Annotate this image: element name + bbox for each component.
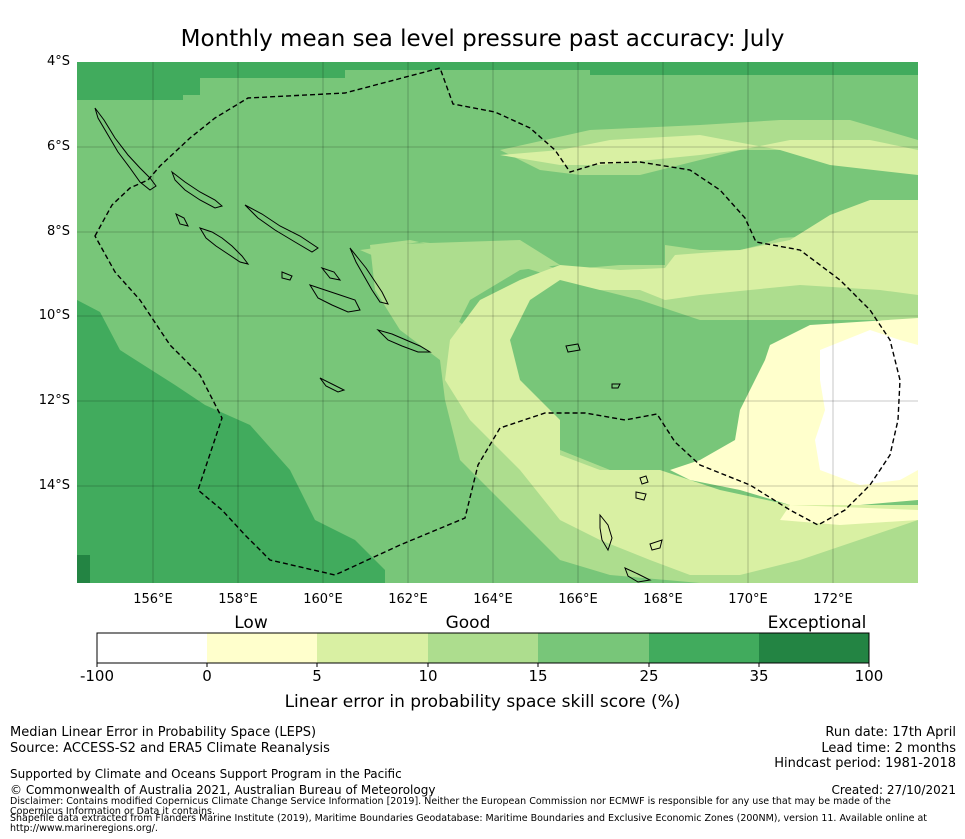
category-label-exceptional: Exceptional bbox=[767, 613, 867, 633]
category-label-good: Good bbox=[445, 613, 491, 633]
lon-label: 168°E bbox=[643, 592, 683, 607]
map-title: Monthly mean sea level pressure past acc… bbox=[180, 26, 785, 52]
lat-label: 4°S bbox=[46, 54, 70, 69]
colorbar-title: Linear error in probability space skill … bbox=[284, 692, 681, 712]
colorbar bbox=[96, 632, 870, 667]
colorbar-bin bbox=[207, 633, 317, 663]
colorbar-bin bbox=[538, 633, 649, 663]
colorbar-tick: 35 bbox=[749, 667, 769, 685]
lon-label: 172°E bbox=[813, 592, 853, 607]
coastlines bbox=[94, 107, 663, 583]
lat-label: 12°S bbox=[38, 393, 70, 408]
created-date: Created: 27/10/2021 bbox=[831, 783, 956, 797]
lat-label: 10°S bbox=[38, 308, 70, 323]
lat-label: 14°S bbox=[38, 478, 70, 493]
lat-label: 8°S bbox=[46, 224, 70, 239]
lon-label: 158°E bbox=[218, 592, 258, 607]
colorbar-tick: -100 bbox=[79, 667, 115, 685]
lon-label: 156°E bbox=[133, 592, 173, 607]
colorbar-tick: 25 bbox=[639, 667, 659, 685]
colorbar-bin bbox=[428, 633, 538, 663]
hindcast-period: Hindcast period: 1981-2018 bbox=[774, 756, 956, 771]
colorbar-tick: 100 bbox=[854, 667, 884, 685]
colorbar-bin bbox=[317, 633, 428, 663]
footer-method: Median Linear Error in Probability Space… bbox=[10, 725, 317, 740]
support-note: Supported by Climate and Oceans Support … bbox=[10, 767, 402, 781]
footer-source: Source: ACCESS-S2 and ERA5 Climate Reana… bbox=[10, 741, 330, 756]
colorbar-tick: 0 bbox=[202, 667, 212, 685]
disclaimer: Disclaimer: Contains modified Copernicus… bbox=[10, 796, 891, 817]
graticule bbox=[77, 62, 918, 583]
lat-label: 6°S bbox=[46, 139, 70, 154]
skill-field bbox=[77, 62, 918, 583]
lead-time: Lead time: 2 months bbox=[821, 741, 956, 756]
colorbar-tick: 10 bbox=[418, 667, 438, 685]
colorbar-tick: 15 bbox=[528, 667, 548, 685]
colorbar-tick: 5 bbox=[312, 667, 322, 685]
lon-label: 170°E bbox=[728, 592, 768, 607]
lon-label: 164°E bbox=[473, 592, 513, 607]
shapefile-credit: Shapefile data extracted from Flanders M… bbox=[10, 813, 928, 834]
eez-boundary bbox=[94, 67, 901, 576]
colorbar-bin bbox=[649, 633, 759, 663]
colorbar-bin bbox=[759, 633, 869, 663]
copyright-note: © Commonwealth of Australia 2021, Austra… bbox=[10, 783, 436, 797]
lon-label: 166°E bbox=[558, 592, 598, 607]
category-label-low: Low bbox=[234, 613, 268, 633]
lon-label: 162°E bbox=[388, 592, 428, 607]
colorbar-bin bbox=[97, 633, 207, 663]
run-date: Run date: 17th April bbox=[825, 725, 956, 740]
lon-label: 160°E bbox=[303, 592, 343, 607]
